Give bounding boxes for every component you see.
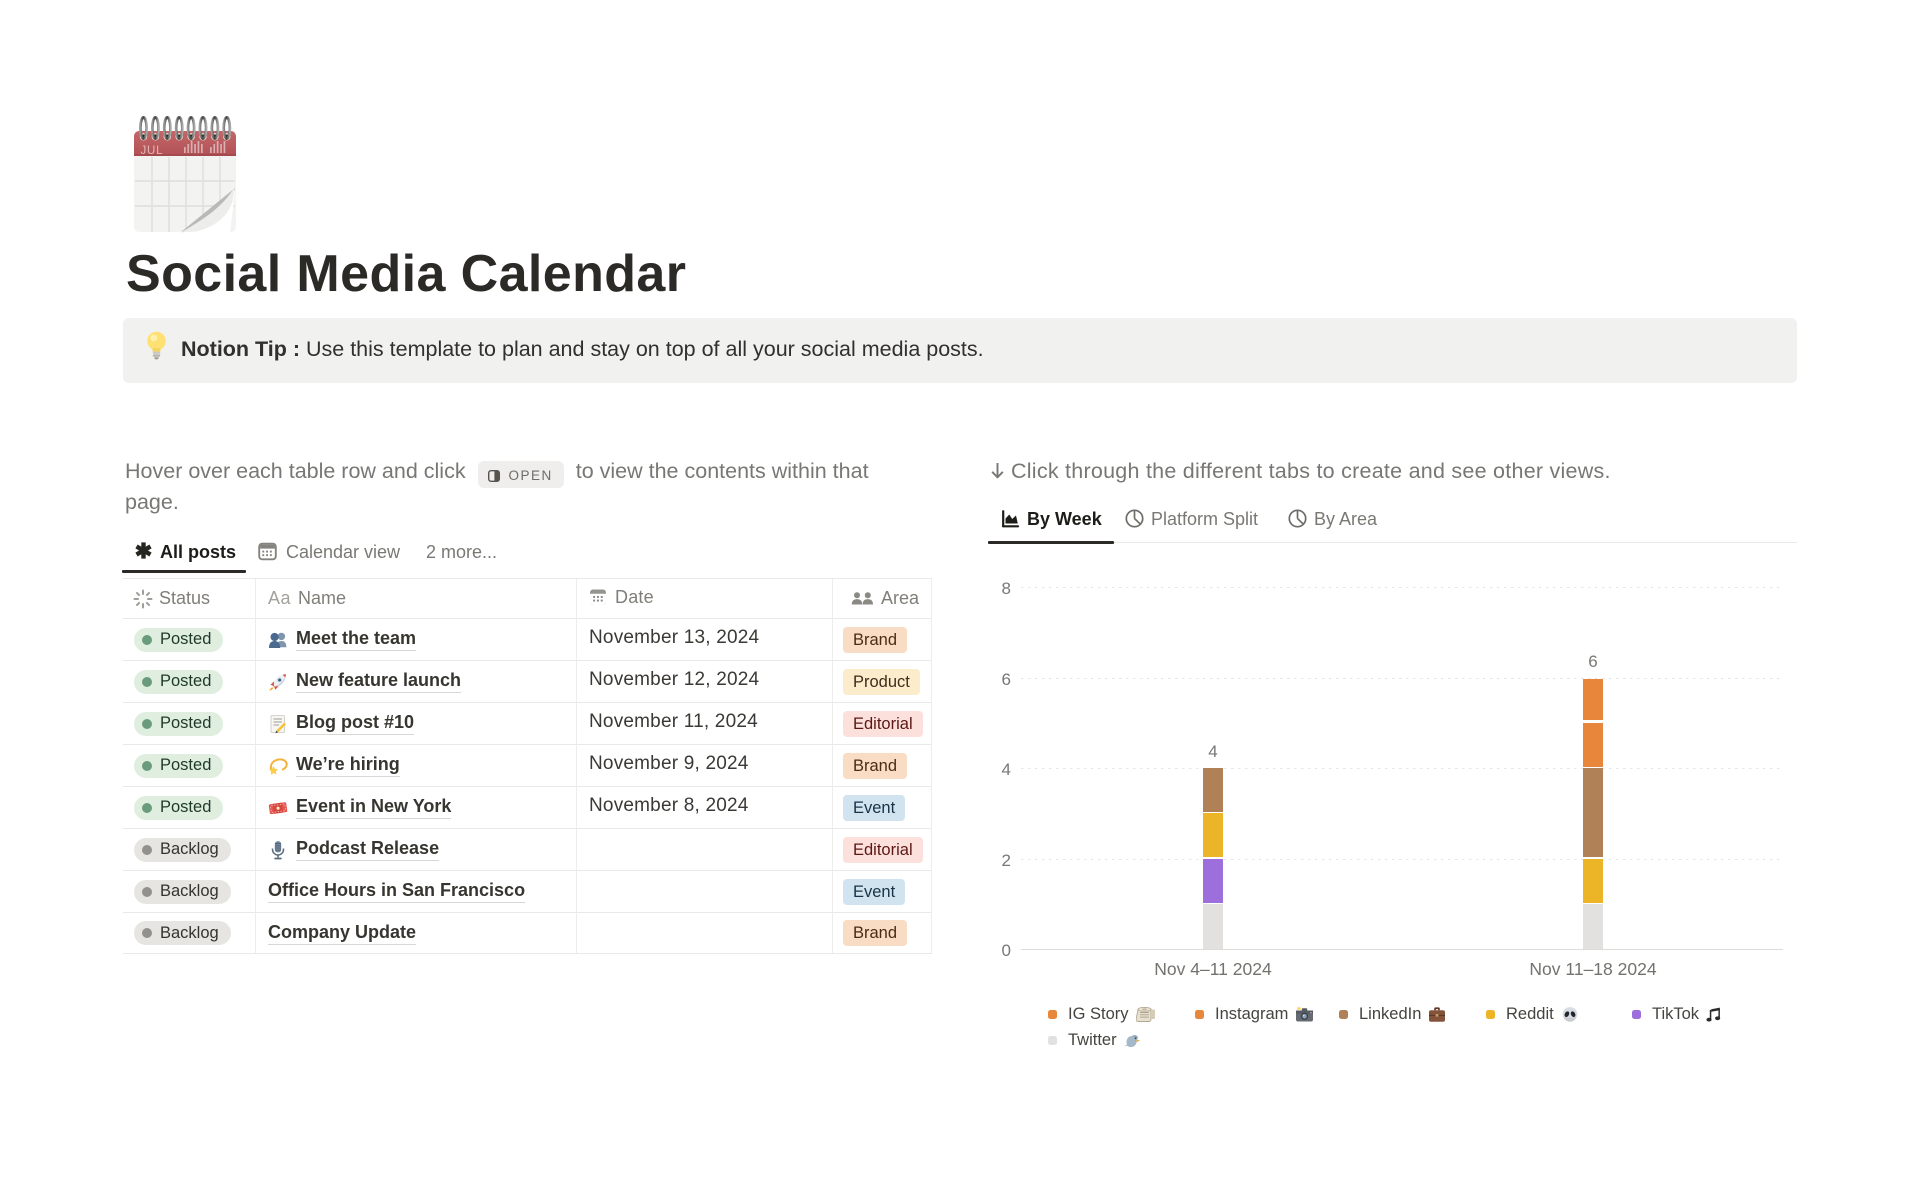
svg-text:JUL: JUL <box>141 145 164 157</box>
